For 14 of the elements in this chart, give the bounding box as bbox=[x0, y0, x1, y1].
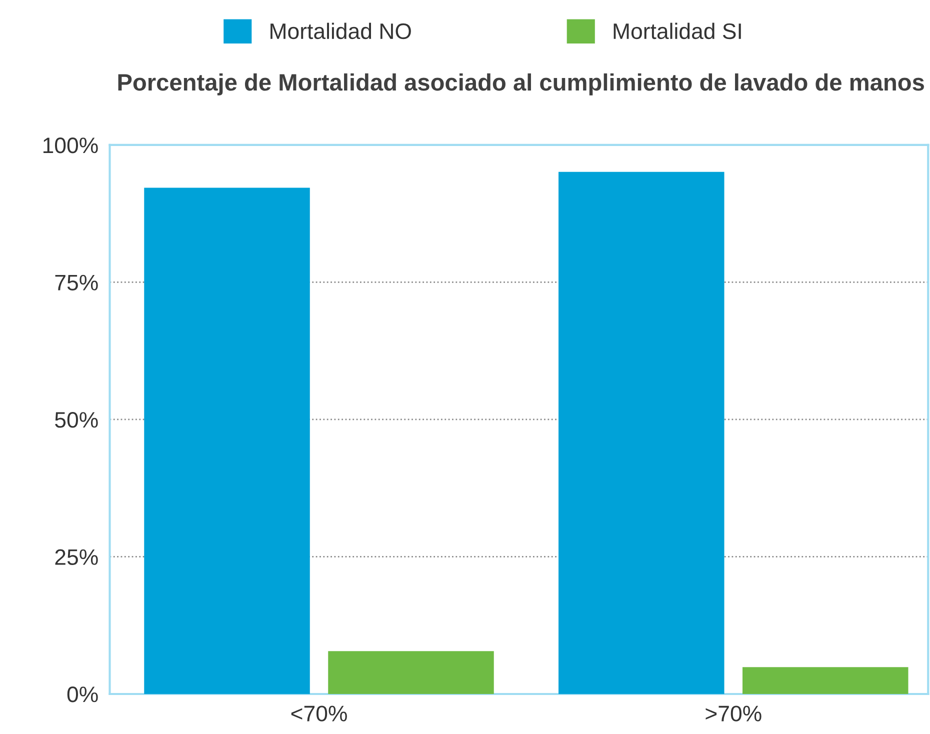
bar bbox=[328, 651, 494, 694]
bar bbox=[742, 667, 908, 694]
x-tick-label: <70% bbox=[291, 706, 347, 722]
legend-label: Mortalidad SI bbox=[614, 22, 741, 40]
y-tick-label: 0% bbox=[67, 686, 98, 702]
legend-label: Mortalidad NO bbox=[270, 22, 411, 40]
bar bbox=[144, 188, 310, 694]
bar bbox=[558, 172, 724, 694]
y-tick-label: 25% bbox=[55, 549, 98, 566]
y-tick-label: 50% bbox=[55, 412, 98, 428]
y-tick-label: 75% bbox=[55, 274, 98, 290]
y-tick-label: 100% bbox=[43, 138, 98, 154]
chart-title: Porcentaje de Mortalidad asociado al cumplimiento de lavado de manos bbox=[118, 73, 924, 96]
x-tick-label: >70% bbox=[706, 706, 762, 722]
